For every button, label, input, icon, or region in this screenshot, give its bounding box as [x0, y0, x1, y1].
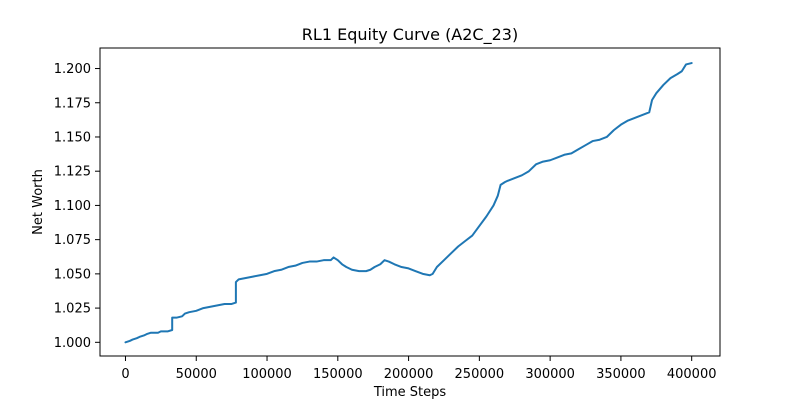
- x-tick-label: 100000: [242, 367, 292, 382]
- x-tick-label: 350000: [596, 367, 646, 382]
- y-tick-label: 1.100: [54, 199, 91, 214]
- plot-area: [99, 47, 721, 357]
- x-tick-label: 0: [121, 367, 129, 382]
- x-tick-label: 50000: [176, 367, 217, 382]
- x-tick-label: 250000: [455, 367, 505, 382]
- y-tick-label: 1.125: [54, 165, 91, 180]
- plot-frame: [99, 47, 721, 357]
- y-tick-label: 1.025: [54, 302, 91, 317]
- y-tick-label: 1.200: [54, 62, 91, 77]
- y-tick-label: 1.000: [54, 336, 91, 351]
- x-tick-label: 200000: [384, 367, 434, 382]
- y-tick-label: 1.175: [54, 96, 91, 111]
- y-tick-label: 1.150: [54, 130, 91, 145]
- x-tick-label: 150000: [313, 367, 363, 382]
- x-tick-label: 300000: [525, 367, 575, 382]
- series-line-0: [124, 62, 693, 344]
- x-axis: 0 50000 100000 150000 200000 250000 300000 3500…: [121, 356, 717, 382]
- y-axis-label: Net Worth: [31, 169, 46, 235]
- x-tick-label: 400000: [667, 367, 717, 382]
- y-tick-label: 1.075: [54, 233, 91, 248]
- chart-title: RL1 Equity Curve (A2C_23): [302, 25, 518, 45]
- x-axis-label: Time Steps: [373, 385, 447, 400]
- line-layer: [124, 62, 693, 344]
- y-axis: 1.000 1.025 1.050 1.075 1.100 1.125 1.150 1.175…: [54, 62, 100, 351]
- y-tick-label: 1.050: [54, 267, 91, 282]
